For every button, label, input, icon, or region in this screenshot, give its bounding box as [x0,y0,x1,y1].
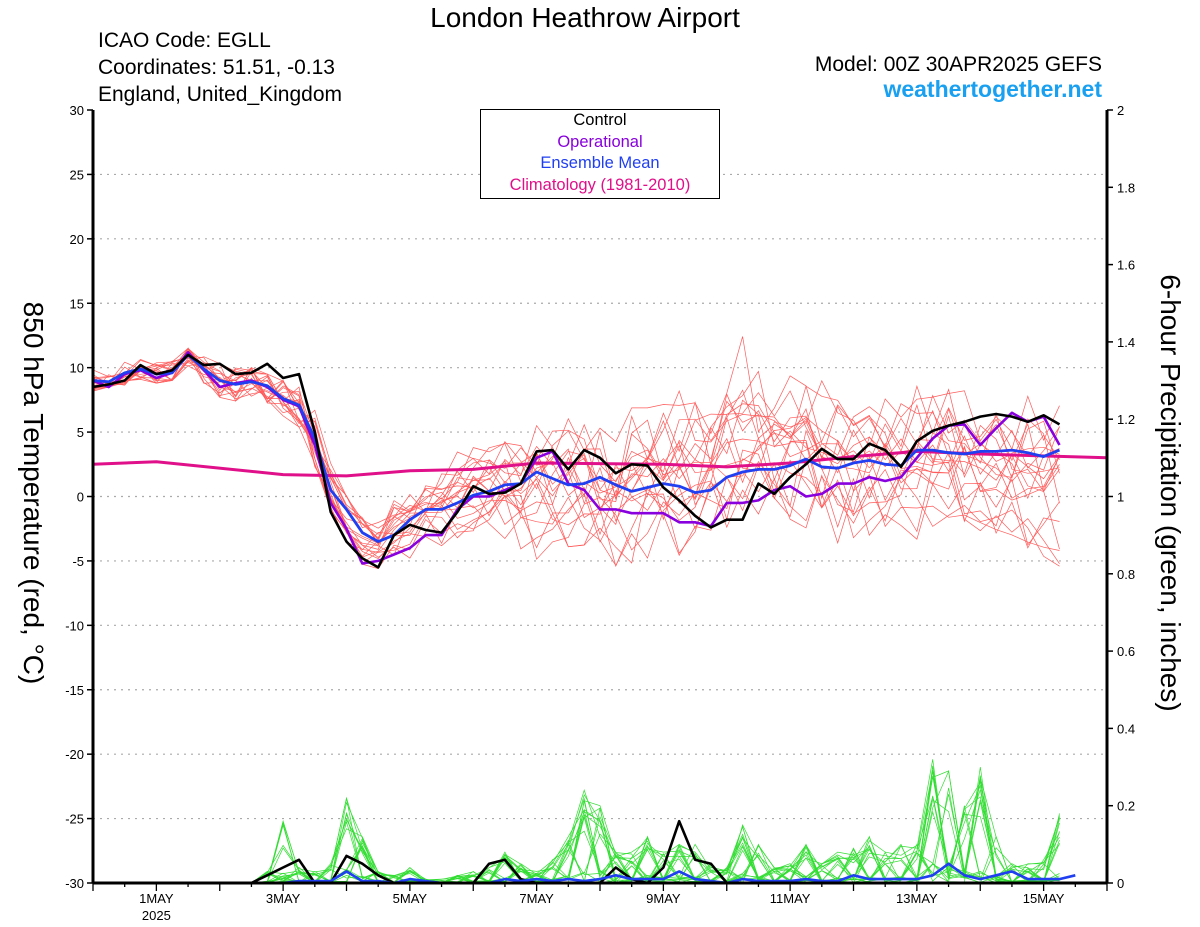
ensemble-member-precip-line [93,769,1060,884]
y-right-tick-label: 1.8 [1117,180,1135,195]
ensemble-members [92,336,1060,884]
grid-lines [93,173,1107,820]
x-tick-label: 13MAY [896,891,938,906]
region: England, United_Kingdom [98,83,343,106]
site-link[interactable]: weathertogether.net [883,76,1102,102]
y-left-tick-label: 0 [77,490,84,505]
x-tick-label: 1MAY [139,891,174,906]
y-left-tick-label: -20 [65,747,84,762]
climatology-line [92,449,1108,478]
legend-entry-ensemble-mean: Ensemble Mean [540,154,660,172]
y-left-tick-label: -30 [65,876,84,891]
legend-entry-operational: Operational [557,132,643,151]
x-tick-label: 7MAY [519,891,554,906]
ensemble-member-precip-line [93,777,1060,884]
y-right-tick-label: 0.2 [1117,799,1135,814]
ensemble-member-precip-line [93,769,1060,884]
axes: 302520151050-5-10-15-20-25-3021.81.61.41… [65,103,1135,923]
y-axis-right-label: 6-hour Precipitation (green, inches) [1155,274,1186,712]
x-year-label: 2025 [142,908,171,923]
ensemble-member-temp-line [92,356,1060,568]
y-left-tick-label: 15 [70,296,84,311]
y-left-tick-label: 20 [70,232,84,247]
y-right-tick-label: 1.6 [1117,258,1135,273]
ensemble-member-precip-line [93,799,1060,884]
ensemble-member-precip-line [93,776,1060,884]
chart-title: London Heathrow Airport [430,2,740,33]
ensemble-member-temp-line [92,354,1060,529]
y-right-tick-label: 0.6 [1117,644,1135,659]
y-right-tick-label: 1 [1117,490,1124,505]
y-left-tick-label: -15 [65,683,84,698]
coordinates: Coordinates: 51.51, -0.13 [98,56,335,79]
legend-entry-climatology: Climatology (1981-2010) [509,175,691,194]
x-tick-label: 11MAY [770,891,811,906]
y-left-tick-label: -10 [65,618,84,633]
y-left-tick-label: 10 [70,361,84,376]
y-right-tick-label: 1.2 [1117,412,1135,427]
y-right-tick-label: 1.4 [1117,335,1135,350]
control-line [92,353,1061,569]
ensemble-member-precip-line [93,794,1060,884]
ensemble-member-precip-line [93,765,1060,884]
y-right-tick-label: 0.8 [1117,567,1135,582]
legend: Control Operational Ensemble Mean Climat… [480,109,720,199]
ensemble-member-precip-line [93,781,1060,884]
x-tick-label: 3MAY [266,891,301,906]
y-right-tick-label: 0.4 [1117,721,1135,736]
y-axis-left-label: 850 hPa Temperature (red, °C) [18,301,49,685]
y-left-tick-label: -5 [72,554,84,569]
y-right-tick-label: 2 [1117,103,1124,118]
x-tick-label: 15MAY [1023,891,1065,906]
ensemble-member-temp-line [92,347,1060,564]
ensemble-member-precip-line [93,770,1060,884]
y-left-tick-label: 5 [77,425,84,440]
y-left-tick-label: -25 [65,812,84,827]
y-left-tick-label: 25 [70,167,84,182]
ensemble-member-precip-line [93,770,1060,884]
ensemble-member-precip-line [93,787,1060,884]
y-right-tick-label: 0 [1117,876,1124,891]
x-tick-label: 9MAY [646,891,681,906]
x-tick-label: 5MAY [393,891,428,906]
ensemble-member-precip-line [93,766,1060,884]
icao-code: ICAO Code: EGLL [98,29,271,52]
model-run: Model: 00Z 30APR2025 GEFS [814,53,1102,76]
ensemble-member-precip-line [93,771,1060,884]
ensemble-member-temp-line [92,362,1060,570]
y-left-tick-label: 30 [70,103,84,118]
legend-entry-control: Control [573,111,627,129]
ensemble-member-temp-line [92,356,1060,567]
